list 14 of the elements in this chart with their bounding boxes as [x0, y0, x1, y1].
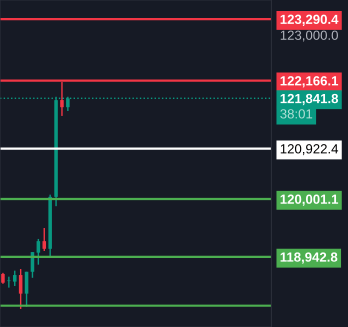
candlestick	[1, 272, 5, 284]
y-tick-label: 123,000.0	[280, 30, 338, 42]
y-tick-label: 120,001.1	[280, 194, 338, 206]
y-tick-label: 123,290.4	[280, 14, 338, 26]
text: 38:01	[280, 109, 312, 119]
candlestick	[36, 238, 40, 266]
y-tick-label: 121,841.8	[280, 94, 338, 106]
candlestick	[24, 271, 28, 308]
candlestick	[12, 270, 17, 287]
y-tick-label: 118,942.8	[280, 252, 338, 264]
y-tick-label: 120,922.4	[280, 144, 338, 156]
candlestick	[42, 227, 46, 252]
y-tick-label: 122,166.1	[280, 76, 338, 88]
candlestick	[18, 268, 22, 310]
